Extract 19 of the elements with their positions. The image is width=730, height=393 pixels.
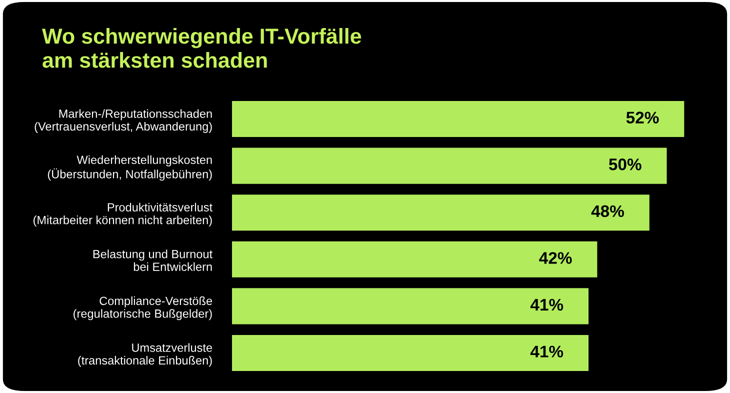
chart-title: Wo schwerwiegende IT-Vorfälle am stärksten schaden — [42, 28, 362, 68]
data-label: 52% — [626, 112, 659, 124]
data-label: 41% — [530, 298, 564, 311]
y-tick-label: Produktivitätsverlust (Mitarbeiter können nicht arbeiten) — [34, 202, 212, 227]
bar — [232, 288, 589, 324]
bar — [232, 194, 650, 231]
data-label: 41% — [530, 346, 564, 358]
bar — [232, 101, 684, 138]
bar — [232, 148, 667, 184]
y-tick-label: Umsatzverluste (transaktionale Einbußen) — [78, 343, 212, 367]
data-label: 48% — [591, 205, 624, 218]
bar — [232, 334, 589, 371]
data-label: 42% — [539, 252, 572, 264]
y-tick-label: Wiederherstellungskosten (Überstunden, Notfallgebühren) — [48, 155, 212, 181]
y-tick-label: Compliance-Verstöße (regulatorische Bußgelder) — [74, 296, 212, 320]
data-label: 50% — [608, 158, 642, 170]
y-tick-label: Belastung und Burnout bei Entwicklern — [93, 250, 212, 272]
y-tick-label: Marken-/Reputationsschaden (Vertrauensverlust, Abwanderung) — [34, 109, 212, 133]
bar — [232, 241, 598, 278]
